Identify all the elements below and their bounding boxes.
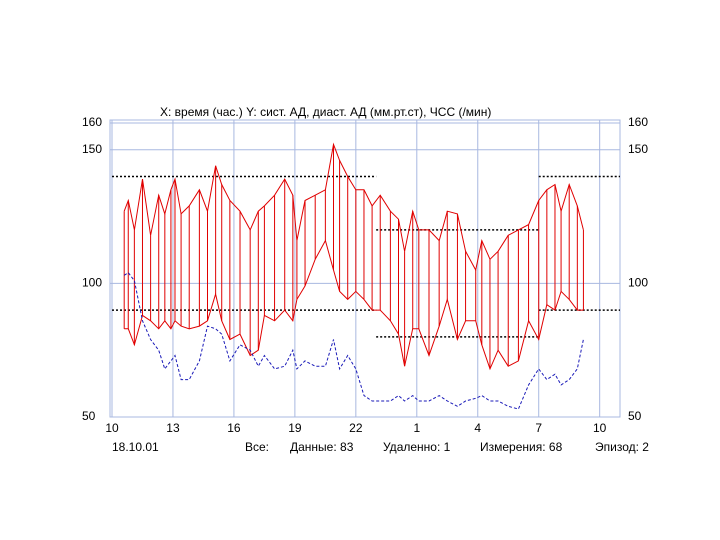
x-tick-label: 19: [288, 421, 302, 435]
footer-text: Эпизод: 2: [595, 440, 649, 454]
x-tick-label: 4: [474, 421, 481, 435]
y2-tick-label: 50: [628, 409, 642, 423]
chart-title: X: время (час.) Y: сист. АД, диаст. АД (…: [160, 105, 491, 119]
footer-text: Данные: 83: [290, 440, 354, 454]
y-tick-label: 160: [82, 115, 102, 129]
x-tick-label: 16: [227, 421, 241, 435]
x-tick-label: 22: [349, 421, 363, 435]
series-line: [123, 142, 584, 272]
y-tick-label: 100: [82, 276, 102, 290]
footer-text: 18.10.01: [112, 440, 159, 454]
x-tick-label: 10: [105, 421, 119, 435]
series-line: [124, 239, 584, 371]
x-tick-label: 10: [593, 421, 607, 435]
footer-text: Измерения: 68: [480, 440, 563, 454]
y2-tick-label: 160: [628, 115, 648, 129]
y2-tick-label: 150: [628, 142, 648, 156]
footer-text: Удаленно: 1: [383, 440, 451, 454]
y-tick-label: 150: [82, 142, 102, 156]
series-line: [123, 272, 584, 410]
x-tick-label: 7: [535, 421, 542, 435]
x-tick-label: 1: [413, 421, 420, 435]
plot-frame: [109, 119, 621, 418]
x-tick-label: 13: [166, 421, 180, 435]
y-tick-label: 50: [82, 409, 96, 423]
y2-tick-label: 100: [628, 276, 648, 290]
footer-text: Все:: [245, 440, 269, 454]
